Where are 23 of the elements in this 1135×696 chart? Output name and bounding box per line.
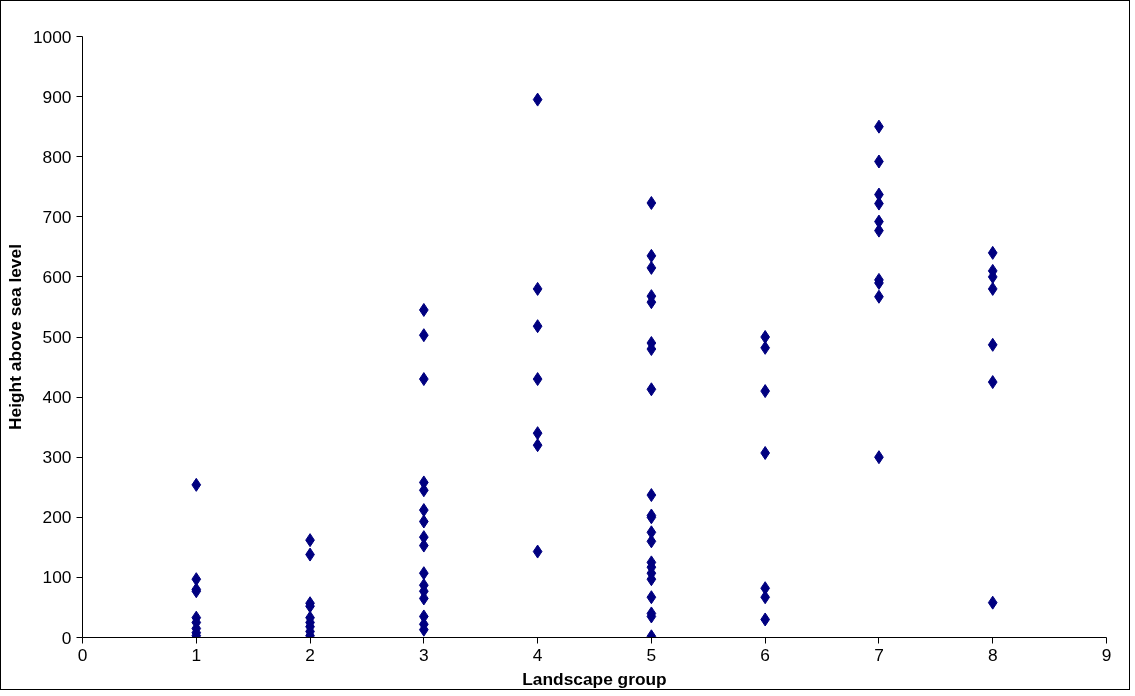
y-tick-label: 600: [42, 266, 72, 287]
y-tick-label: 500: [42, 327, 72, 347]
x-tick-label: 4: [532, 644, 543, 665]
x-tick-label: 9: [1101, 644, 1112, 665]
x-tick-label: 7: [874, 644, 884, 665]
y-tick-label: 900: [42, 86, 72, 107]
x-tick-label: 5: [646, 644, 657, 665]
y-tick-label: 400: [42, 387, 72, 408]
y-tick-label: 700: [42, 206, 72, 227]
x-tick-label: 8: [987, 644, 998, 665]
x-tick-label: 0: [77, 644, 88, 665]
y-tick-label: 0: [61, 627, 72, 648]
x-tick-label: 6: [760, 644, 770, 665]
y-tick-label: 200: [42, 507, 72, 528]
x-axis-title: Landscape group: [522, 668, 667, 689]
x-tick-label: 2: [305, 644, 315, 665]
y-tick-label: 100: [42, 567, 72, 588]
y-tick-label: 300: [42, 447, 72, 468]
y-tick-label: 800: [42, 146, 72, 167]
x-tick-label: 3: [419, 644, 429, 665]
y-tick-label: 1000: [32, 26, 72, 47]
x-tick-label: 1: [191, 644, 202, 665]
y-axis-title: Height above sea level: [4, 244, 25, 430]
